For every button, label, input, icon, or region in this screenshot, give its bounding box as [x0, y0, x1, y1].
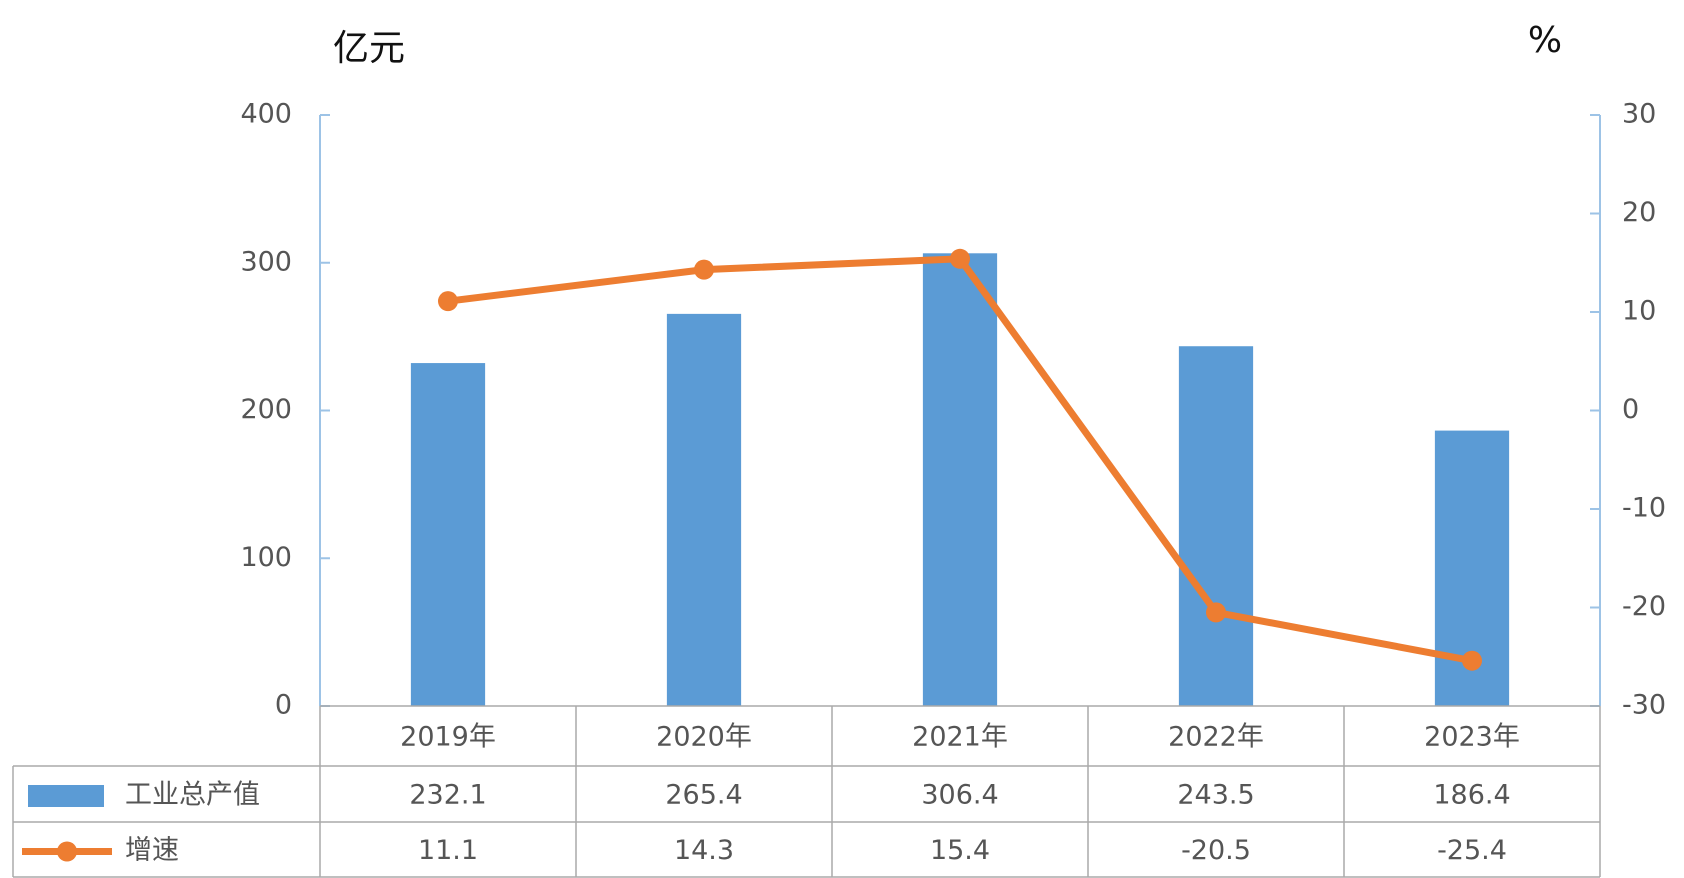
- x-tick-label: 2020年: [656, 722, 752, 753]
- line-point: [950, 248, 970, 269]
- table-value: 186.4: [1433, 780, 1510, 811]
- bar: [410, 363, 486, 706]
- legend-label: 工业总产值: [125, 780, 260, 811]
- y2-tick-label: -10: [1622, 493, 1666, 524]
- y-tick-label: 100: [240, 542, 292, 573]
- y2-tick-label: 10: [1622, 296, 1656, 327]
- bar: [1178, 346, 1254, 706]
- y2-axis-unit: %: [1528, 20, 1562, 61]
- table-value: 14.3: [674, 835, 734, 866]
- line-point: [438, 291, 458, 312]
- bar: [922, 253, 998, 706]
- table-value: 243.5: [1177, 780, 1254, 811]
- table-value: -25.4: [1437, 835, 1507, 866]
- table-value: -20.5: [1181, 835, 1251, 866]
- y2-tick-label: 30: [1622, 99, 1656, 130]
- line-point: [1206, 602, 1226, 623]
- y-tick-label: 0: [275, 690, 292, 721]
- table-value: 232.1: [409, 780, 486, 811]
- y2-tick-label: 0: [1622, 394, 1639, 425]
- y-tick-label: 200: [240, 394, 292, 425]
- legend-label: 增速: [125, 835, 179, 866]
- legend-key: [28, 785, 104, 807]
- table-value: 306.4: [921, 780, 998, 811]
- y2-tick-label: 20: [1622, 197, 1656, 228]
- y-tick-label: 300: [240, 246, 292, 277]
- x-tick-label: 2021年: [912, 722, 1008, 753]
- x-tick-label: 2022年: [1168, 722, 1264, 753]
- table-value: 265.4: [665, 780, 742, 811]
- x-tick-label: 2023年: [1424, 722, 1520, 753]
- y2-tick-label: -30: [1622, 690, 1666, 721]
- x-tick-label: 2019年: [400, 722, 496, 753]
- bar: [666, 313, 742, 706]
- y-tick-label: 400: [240, 99, 292, 130]
- line-point: [1462, 650, 1482, 671]
- table-value: 11.1: [418, 835, 478, 866]
- legend-key: [57, 841, 77, 862]
- line-point: [694, 259, 714, 280]
- y2-tick-label: -20: [1622, 591, 1666, 622]
- y-axis-unit: 亿元: [333, 28, 405, 69]
- table-value: 15.4: [930, 835, 990, 866]
